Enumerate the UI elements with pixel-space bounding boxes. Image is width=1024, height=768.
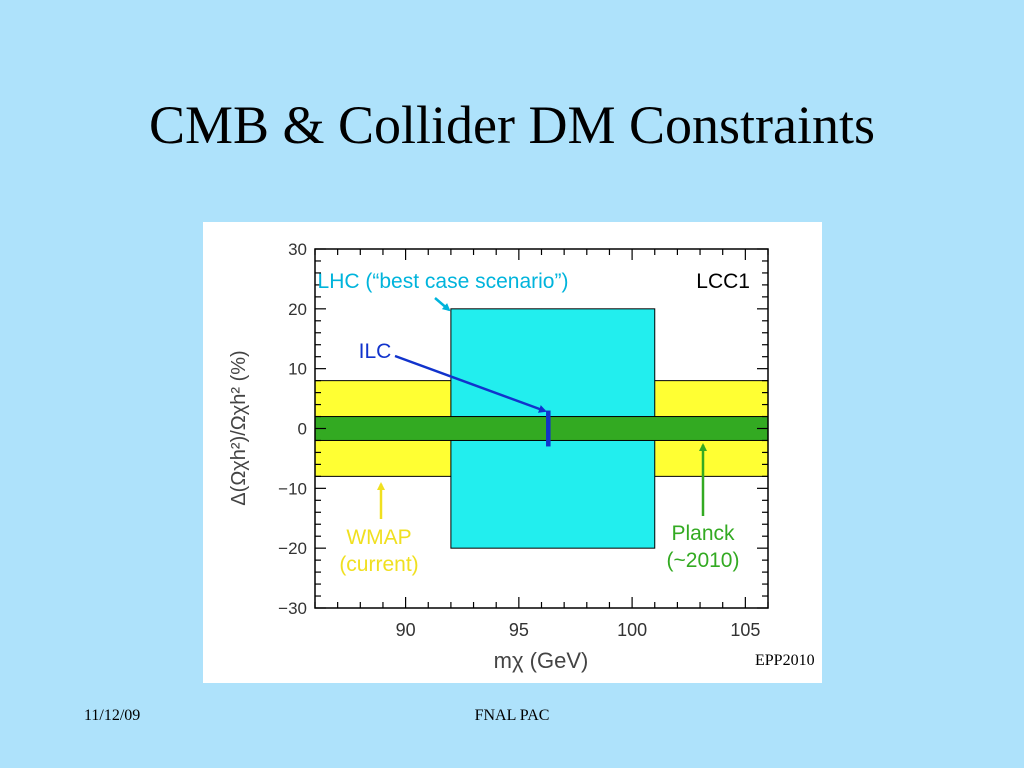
footer-date: 11/12/09 [84, 707, 141, 724]
y-tick-label: −10 [278, 479, 307, 498]
footer-center: FNAL PAC [474, 707, 550, 724]
y-tick-label: −20 [278, 539, 307, 558]
annotations-layer: LHC (“best case scenario”) ILC WMAP (curren… [318, 270, 740, 576]
region-planck [314, 416, 769, 441]
figure-tag: EPP2010 [755, 652, 815, 669]
region-ilc [546, 410, 551, 447]
x-tick-label: 105 [730, 620, 760, 640]
y-tick-label: 0 [298, 420, 307, 439]
annotation-arrow-lhc [434, 297, 451, 312]
annotation-wmap-line2: (current) [339, 553, 418, 576]
x-tick-label: 95 [509, 620, 529, 640]
y-tick-label: −30 [278, 599, 307, 618]
annotation-lhc: LHC (“best case scenario”) [318, 270, 569, 293]
annotation-arrow-ilc [394, 354, 547, 413]
tick-labels-layer: 90 95 100 105 −30 −20 −10 0 10 20 30 [278, 240, 760, 640]
annotation-ilc: ILC [359, 340, 392, 363]
regions-layer [314, 308, 769, 549]
annotation-planck: Planck [671, 522, 735, 545]
chart-svg: 90 95 100 105 −30 −20 −10 0 10 20 30 LHC (“best ca… [228, 240, 769, 673]
ticks-layer [314, 248, 769, 609]
y-axis-label: Δ(Ωχh²)/Ωχh² (%) [228, 350, 250, 505]
annotation-wmap: WMAP [346, 526, 411, 549]
chart-figure: 90 95 100 105 −30 −20 −10 0 10 20 30 LHC (“best ca… [203, 222, 822, 683]
x-tick-label: 100 [617, 620, 647, 640]
x-axis-label: mχ (GeV) [494, 648, 589, 673]
y-tick-label: 20 [288, 300, 307, 319]
y-tick-label: 10 [288, 360, 307, 379]
x-tick-label: 90 [396, 620, 416, 640]
slide-title: CMB & Collider DM Constraints [148, 95, 876, 155]
annotation-planck-line2: (~2010) [667, 549, 740, 572]
legend-label: LCC1 [696, 270, 750, 293]
y-tick-label: 30 [288, 240, 307, 259]
